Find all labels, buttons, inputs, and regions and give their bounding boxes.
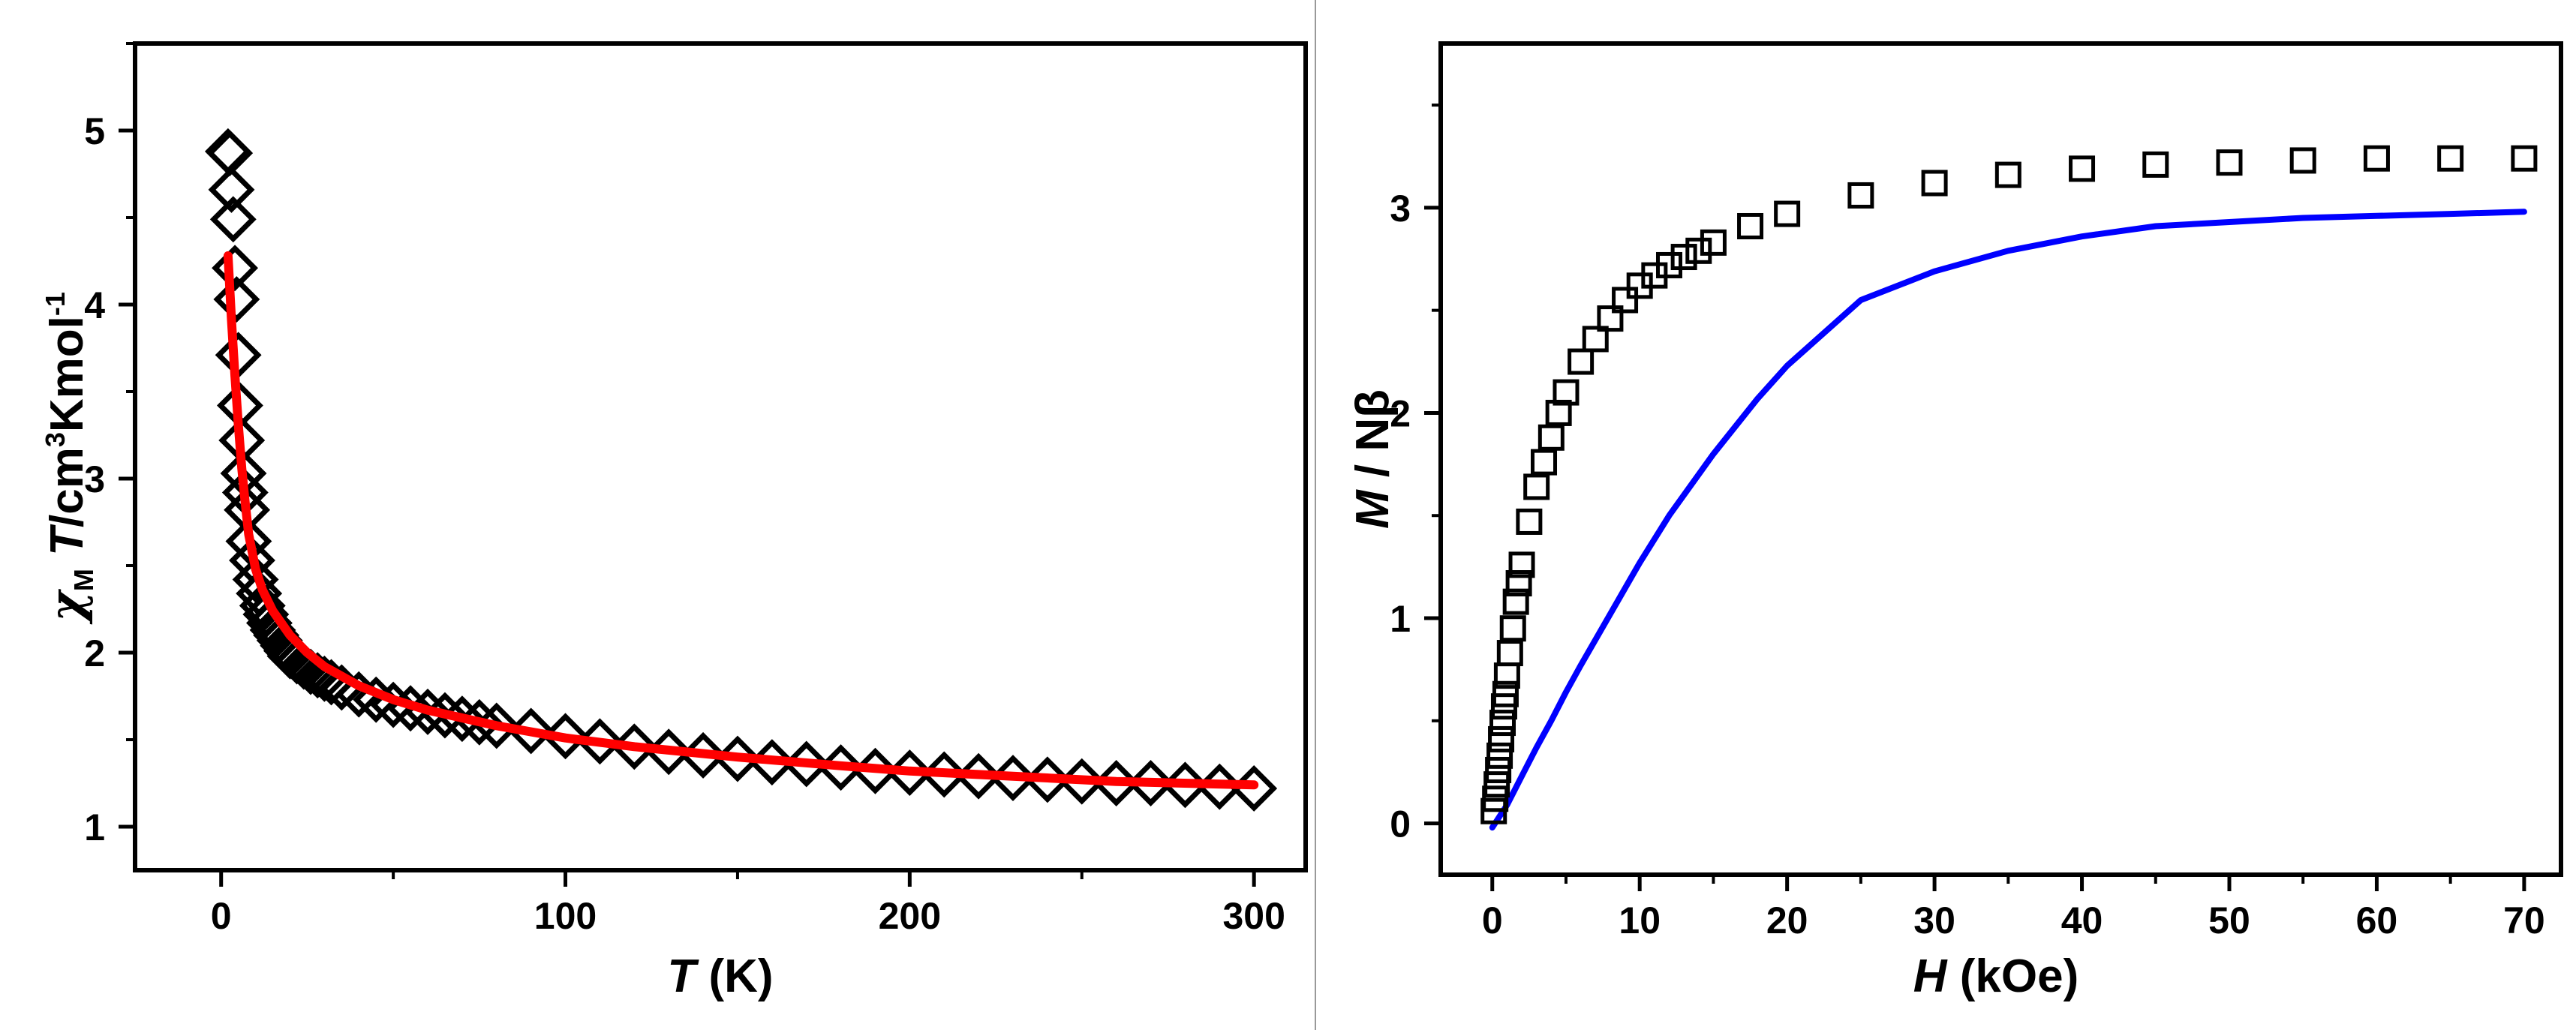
- data-point-square: [1737, 212, 1764, 239]
- data-point-square: [1774, 200, 1801, 227]
- data-point-square: [1568, 348, 1595, 375]
- data-point-square: [1523, 473, 1550, 500]
- x-tick-label: 60: [2356, 899, 2398, 941]
- left-plot-frame: [133, 41, 1308, 872]
- x-tick-label: 70: [2503, 899, 2545, 941]
- left-x-axis-title: T (K): [667, 950, 773, 1002]
- x-tick-label: 300: [1222, 895, 1285, 937]
- data-point-square: [1496, 640, 1523, 667]
- x-tick-label: 200: [879, 895, 941, 937]
- data-point-square: [1655, 251, 1682, 278]
- data-point-square: [1700, 229, 1727, 256]
- x-tick-label: 0: [211, 895, 232, 937]
- right-axis-ticks: [1424, 104, 2526, 891]
- data-point-square: [1492, 680, 1519, 707]
- data-point-square: [2069, 155, 2096, 182]
- data-point-square: [1597, 305, 1624, 332]
- y-tick-label: 1: [1390, 598, 1411, 640]
- left-fit-curve: [223, 251, 1259, 790]
- data-point-square: [1921, 170, 1948, 197]
- data-point-square: [2511, 145, 2538, 172]
- data-point-square: [1505, 570, 1532, 597]
- data-point-square: [1486, 742, 1513, 769]
- left-data-points: [204, 128, 1278, 812]
- data-point-square: [1485, 756, 1512, 783]
- data-point-diamond: [507, 707, 555, 755]
- x-tick-label: 0: [1482, 899, 1503, 941]
- data-point-square: [1994, 161, 2021, 188]
- y-tick-label: 1: [84, 806, 105, 848]
- data-point-diamond: [225, 518, 272, 565]
- data-point-diamond: [212, 245, 259, 292]
- data-point-square: [1489, 710, 1516, 737]
- y-tick-label: 0: [1390, 803, 1411, 845]
- right-fit-curve: [1489, 209, 2527, 831]
- data-point-square: [1847, 182, 1874, 209]
- data-point-square: [1685, 237, 1712, 264]
- data-point-square: [2363, 145, 2390, 172]
- data-point-diamond: [208, 166, 255, 213]
- data-point-square: [2216, 149, 2243, 176]
- right-x-axis-title: H (kOe): [1913, 950, 2079, 1002]
- y-tick-label: 5: [84, 110, 105, 152]
- data-point-diamond: [611, 723, 658, 770]
- data-point-diamond: [239, 582, 286, 629]
- data-point-square: [1531, 449, 1558, 476]
- x-tick-label: 10: [1619, 899, 1661, 941]
- data-point-square: [1545, 399, 1572, 426]
- data-point-square: [1488, 725, 1515, 752]
- left-axis-tick-labels: 0 100 200 300 1 2 3 4 5: [84, 110, 1285, 937]
- data-point-square: [1612, 287, 1639, 314]
- data-point-square: [2437, 145, 2464, 172]
- right-plot-frame: [1438, 41, 2563, 877]
- magnetization-vs-field-chart: 0 10 20 30 40 50 60 70 0 1 2 3 H (kOe) M / Nβ: [1347, 41, 2563, 1002]
- data-point-square: [1537, 424, 1565, 451]
- data-point-square: [1553, 379, 1580, 406]
- right-data-points: [1480, 145, 2538, 824]
- data-point-square: [1670, 244, 1697, 271]
- data-point-square: [1502, 588, 1529, 615]
- x-tick-label: 40: [2061, 899, 2103, 941]
- y-tick-label: 2: [84, 632, 105, 674]
- x-tick-label: 50: [2208, 899, 2250, 941]
- data-point-square: [1516, 508, 1543, 535]
- y-tick-label: 4: [84, 284, 105, 326]
- data-point-square: [2142, 151, 2169, 178]
- data-point-square: [1483, 771, 1510, 798]
- chi-t-vs-t-chart: 0 100 200 300 1 2 3 4 5 T (K) χM T/cm3Kmol-1: [39, 41, 1308, 1002]
- data-point-diamond: [213, 276, 260, 323]
- y-tick-label: 2: [1390, 392, 1411, 434]
- y-tick-label: 3: [84, 458, 105, 500]
- data-point-diamond: [1127, 760, 1174, 806]
- left-axis-ticks: [119, 42, 1256, 887]
- data-point-diamond: [576, 718, 624, 765]
- right-axis-tick-labels: 0 10 20 30 40 50 60 70 0 1 2 3: [1390, 188, 2545, 941]
- x-tick-label: 30: [1913, 899, 1955, 941]
- data-point-square: [1482, 785, 1509, 812]
- right-y-axis-title: M / Nβ: [1347, 389, 1399, 529]
- data-point-square: [1499, 615, 1526, 642]
- x-tick-label: 20: [1766, 899, 1808, 941]
- data-point-diamond: [542, 713, 589, 760]
- data-point-diamond: [232, 556, 279, 603]
- data-point-square: [1582, 326, 1609, 353]
- data-point-square: [1508, 551, 1535, 578]
- y-tick-label: 3: [1390, 188, 1411, 230]
- data-point-diamond: [209, 196, 257, 243]
- data-point-square: [2289, 147, 2316, 174]
- x-tick-label: 100: [534, 895, 597, 937]
- left-y-axis-title: χM T/cm3Kmol-1: [39, 292, 99, 625]
